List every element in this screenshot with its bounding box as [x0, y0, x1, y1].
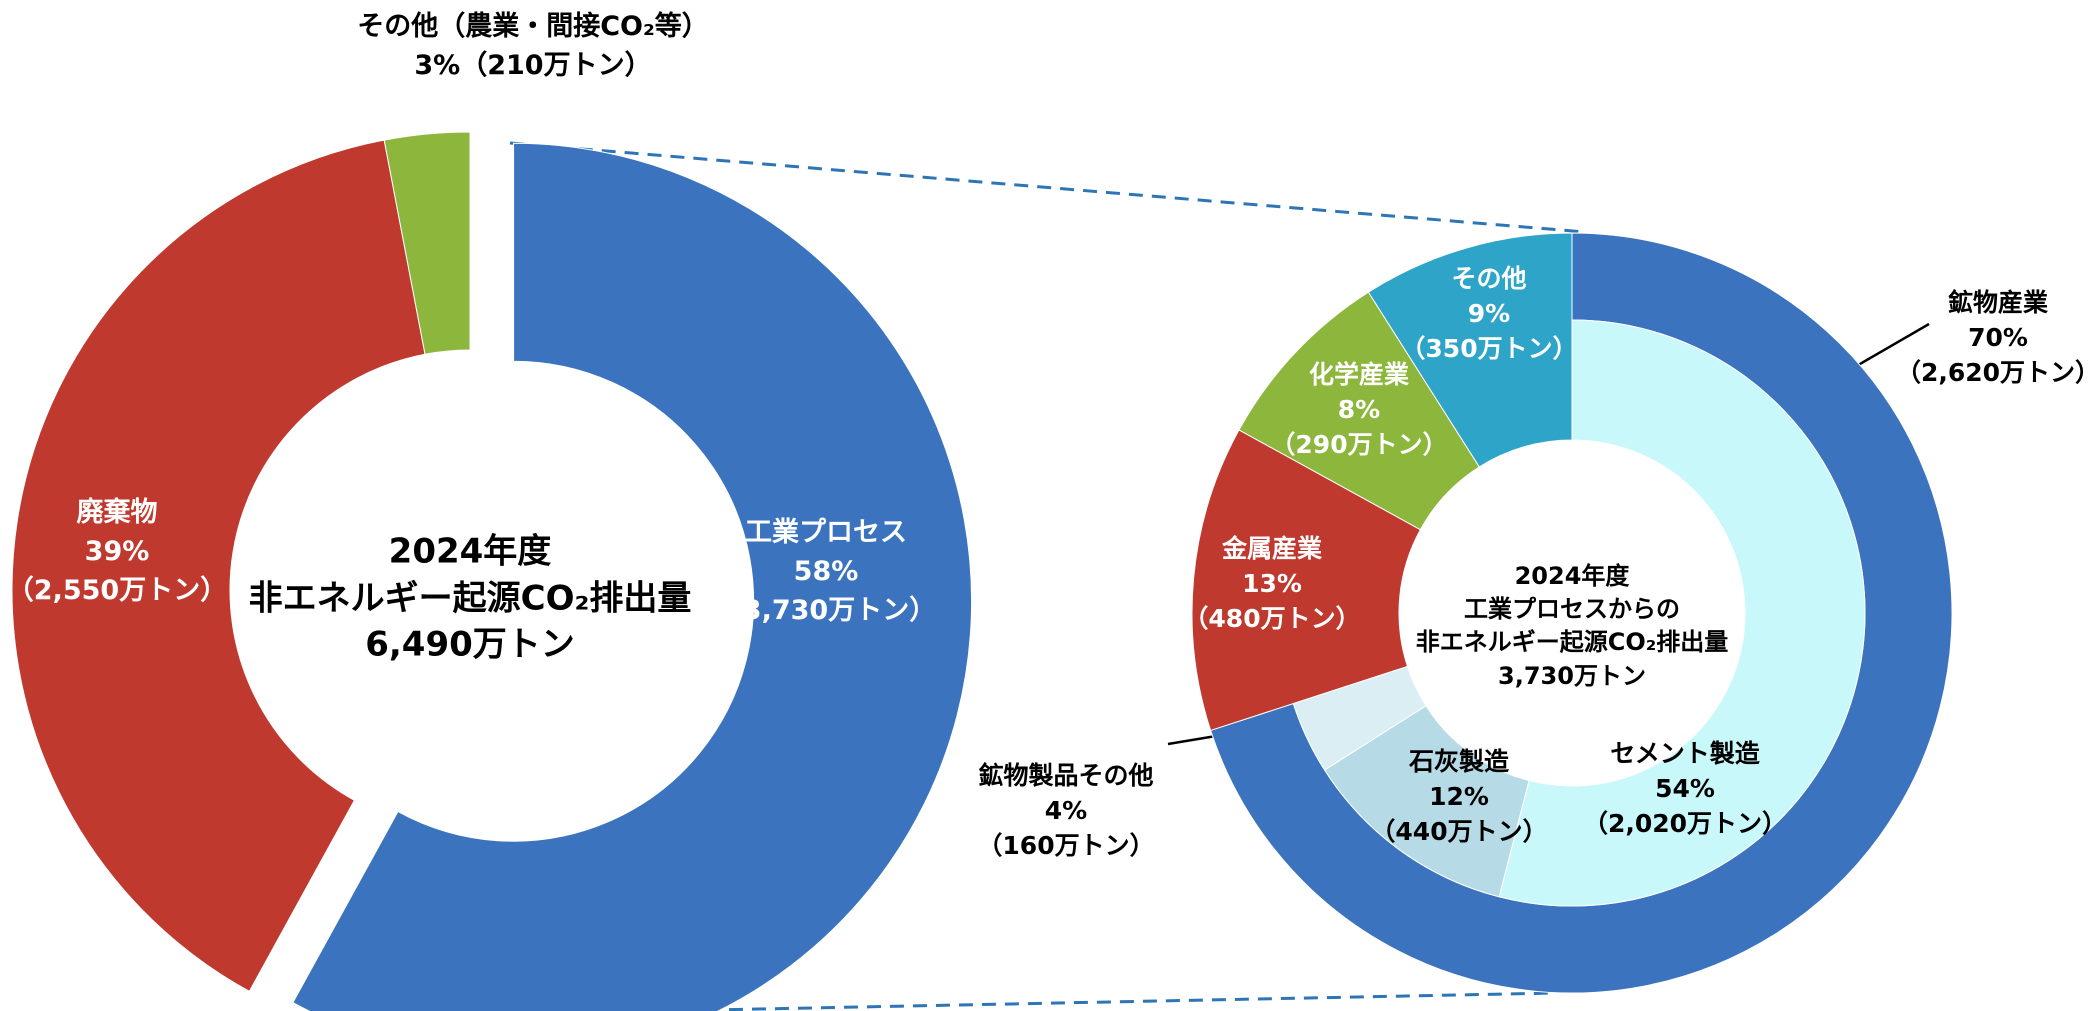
label-line: （440万トン） [1370, 817, 1547, 846]
label-part: 廃棄物 [77, 496, 158, 528]
donut-segment [11, 139, 426, 993]
donut-segment [383, 131, 471, 355]
label-part: （480万トン） [1183, 604, 1360, 633]
label-part: （440万トン） [1370, 817, 1547, 846]
center-text: 非エネルギー起源CO₂排出量 [1416, 628, 1729, 656]
label-part: 鉱物製品その他 [978, 761, 1153, 790]
label-part: 13% [1242, 569, 1302, 598]
label-part: その他（農業・間接CO₂等） [357, 10, 709, 42]
label-line: （2,620万トン） [1896, 358, 2089, 387]
label-part: （210万トン） [460, 50, 651, 81]
center-text: 6,490万トン [365, 625, 575, 665]
donut-sub-segment [1292, 665, 1427, 771]
label-part: （350万トン） [1400, 334, 1577, 363]
label-line: 4% [1045, 796, 1087, 825]
label-part: 12% [1429, 782, 1489, 811]
connector-line [509, 141, 1586, 234]
data-label: 金属産業 13% （480万トン） [1183, 534, 1360, 633]
label-line: 工業プロセス [745, 517, 907, 548]
data-label: その他（農業・間接CO₂等） 3%（210万トン） [357, 10, 709, 81]
center-text: 非エネルギー起源CO₂排出量 [249, 579, 692, 619]
data-label: 廃棄物 39% （2,550万トン） [7, 496, 227, 606]
label-line: 58% [794, 556, 859, 587]
label-part: （3,730万トン） [716, 595, 936, 626]
data-label: 鉱物製品その他 4% （160万トン） [977, 761, 1154, 860]
label-line: （3,730万トン） [716, 595, 936, 626]
label-line: 石灰製造 [1408, 747, 1509, 776]
donut-segment [1367, 232, 1573, 468]
center-text: 工業プロセスからの [1464, 595, 1680, 623]
label-line: 70% [1968, 323, 2028, 352]
label-line: 鉱物製品その他 [978, 761, 1153, 790]
label-line: その他（農業・間接CO₂等） [357, 10, 709, 42]
center-text: 2024年度 [389, 532, 552, 572]
label-line: 9% [1468, 299, 1510, 328]
label-line: その他 [1451, 264, 1526, 293]
label-part: 4% [1045, 796, 1087, 825]
data-label: 石灰製造 12% （440万トン） [1370, 747, 1547, 846]
label-line: 鉱物産業 [1948, 288, 2048, 317]
label-part: （290万トン） [1270, 430, 1447, 459]
label-line: 8% [1338, 395, 1380, 424]
center-text: 2024年度 [1515, 562, 1631, 590]
label-line: （160万トン） [977, 831, 1154, 860]
label-part: （2,020万トン） [1583, 809, 1787, 838]
donut-segment [292, 142, 973, 1011]
label-part: （2,620万トン） [1896, 358, 2089, 387]
label-part: セメント製造 [1610, 739, 1760, 768]
data-label: その他 9% （350万トン） [1400, 264, 1577, 363]
center-text: 3,730万トン [1498, 662, 1646, 690]
donut-segment [1191, 429, 1422, 732]
label-line: 54% [1655, 774, 1715, 803]
label-line: （2,020万トン） [1583, 809, 1787, 838]
label-part: 8% [1338, 395, 1380, 424]
label-line: 12% [1429, 782, 1489, 811]
data-label: セメント製造 54% （2,020万トン） [1583, 739, 1787, 838]
data-label: 鉱物産業 70% （2,620万トン） [1896, 288, 2089, 387]
label-part: 鉱物産業 [1948, 288, 2048, 317]
label-line: （2,550万トン） [7, 575, 227, 606]
label-part: 58% [794, 556, 859, 587]
label-part: （160万トン） [977, 831, 1154, 860]
label-part: （2,550万トン） [7, 575, 227, 606]
label-line: 13% [1242, 569, 1302, 598]
label-line: （290万トン） [1270, 430, 1447, 459]
data-label: 化学産業 8% （290万トン） [1270, 360, 1447, 459]
label-part: 9% [1468, 299, 1510, 328]
data-label: 工業プロセス 58% （3,730万トン） [716, 517, 936, 626]
label-line: 金属産業 [1221, 534, 1322, 563]
label-part: 金属産業 [1221, 534, 1322, 563]
label-part: 化学産業 [1309, 360, 1409, 389]
label-line: 3%（210万トン） [414, 50, 651, 81]
label-line: 廃棄物 [77, 496, 158, 528]
label-part: 39% [85, 536, 150, 567]
label-part: 54% [1655, 774, 1715, 803]
label-part: その他 [1451, 264, 1526, 293]
donut-sub-segment [1498, 319, 1866, 907]
label-part: 70% [1968, 323, 2028, 352]
label-line: セメント製造 [1610, 739, 1760, 768]
label-part: 3% [414, 50, 460, 81]
label-part: 工業プロセス [745, 517, 907, 548]
label-part: 石灰製造 [1408, 747, 1509, 776]
label-line: （350万トン） [1400, 334, 1577, 363]
connector-line [659, 991, 1557, 1011]
label-line: 39% [85, 536, 150, 567]
label-line: 化学産業 [1309, 360, 1409, 389]
label-line: （480万トン） [1183, 604, 1360, 633]
